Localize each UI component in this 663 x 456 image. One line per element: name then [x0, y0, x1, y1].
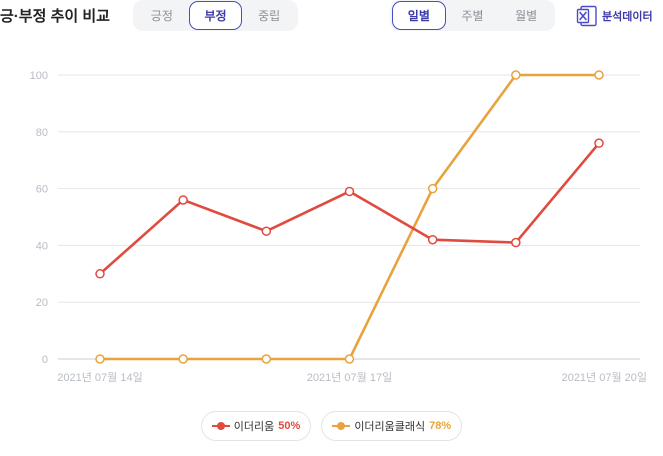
y-tick-label: 100	[30, 70, 48, 82]
period-toggle: 일별 주별 월별	[390, 0, 555, 31]
tab-neutral[interactable]: 중립	[258, 9, 281, 23]
data-point	[261, 226, 272, 236]
y-tick-label: 80	[36, 127, 48, 139]
tab-daily[interactable]: 일별	[392, 1, 446, 30]
x-tick-label: 2021년 07월 14일	[57, 370, 142, 384]
export-label: 분석데이터	[602, 11, 653, 23]
legend-label-series-2: 이더리움클래식	[354, 421, 426, 433]
data-point	[178, 195, 188, 205]
y-tick-label: 20	[36, 297, 48, 309]
data-point	[427, 234, 438, 245]
data-point	[511, 70, 521, 80]
line-chart: 0 20 40 60 80 100 2021년 07월 14일 2021년 07월 17일 20…	[30, 70, 647, 384]
y-tick-label: 60	[36, 184, 48, 196]
series-line	[98, 141, 601, 276]
tab-positive[interactable]: 긍정	[150, 9, 173, 23]
data-point	[95, 269, 105, 279]
data-point	[344, 354, 355, 364]
page-title: 긍·부정 추이 비교	[0, 8, 110, 25]
legend-marker-series-2	[332, 421, 351, 431]
data-point	[594, 138, 604, 148]
legend-value-series-2: 78%	[429, 420, 452, 432]
tab-weekly[interactable]: 주별	[461, 9, 484, 23]
data-point	[427, 183, 438, 194]
x-tick-label: 2021년 07월 17일	[307, 370, 392, 384]
export-data-button[interactable]: 분석데이터	[576, 5, 653, 27]
y-tick-label: 0	[42, 354, 48, 366]
data-point	[178, 354, 188, 364]
series-line	[98, 73, 601, 361]
data-point	[95, 354, 105, 364]
legend-item-series-1[interactable]: 이더리움 50%	[200, 411, 312, 441]
data-point	[594, 70, 604, 80]
legend-marker-series-1	[211, 421, 230, 431]
sentiment-toggle: 긍정 부정 중립	[133, 0, 298, 31]
y-tick-label: 40	[36, 240, 48, 252]
data-point	[261, 354, 272, 364]
x-tick-label: 2021년 07월 20일	[562, 370, 647, 384]
legend-value-series-1: 50%	[278, 420, 301, 432]
tab-monthly[interactable]: 월별	[515, 9, 538, 23]
data-point	[511, 237, 521, 248]
tab-negative[interactable]: 부정	[188, 1, 243, 30]
data-point	[344, 186, 355, 197]
excel-x-icon	[576, 5, 597, 27]
chart-legend: 이더리움 50% 이더리움클래식 78%	[0, 411, 663, 441]
legend-label-series-1: 이더리움	[233, 421, 275, 433]
legend-item-series-2[interactable]: 이더리움클래식 78%	[321, 411, 463, 441]
